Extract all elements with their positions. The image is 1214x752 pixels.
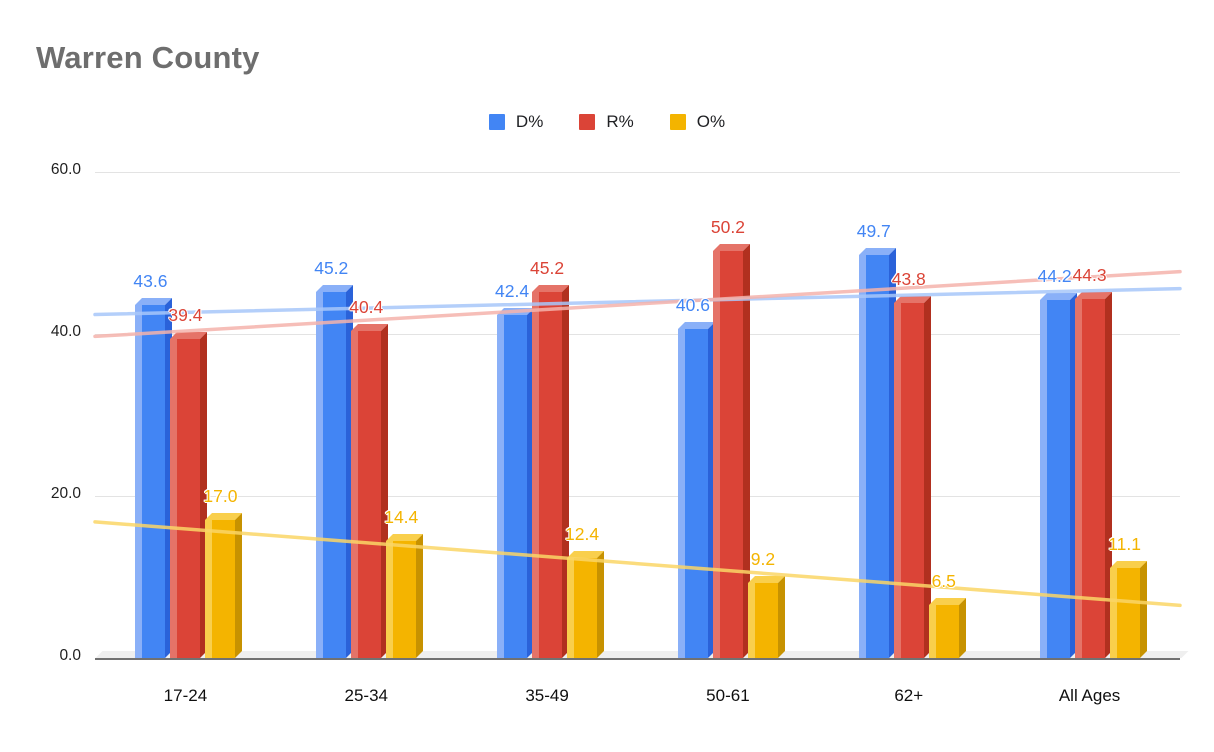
plot-area: 0.0 20.0 40.0 60.0 43.6 39.4 17.0 45.2 40.4 14.4…	[51, 161, 1189, 705]
bar-value-label-r: 40.4	[349, 296, 384, 317]
bar-value-label-o: 14.4	[384, 507, 419, 528]
y-axis-tick-label: 20.0	[50, 485, 81, 502]
bar-value-label-r: 44.3	[1072, 265, 1107, 286]
bar-value-label-o: 9.2	[750, 549, 776, 570]
bar-value-label-r: 50.2	[710, 217, 745, 238]
bar-value-label-d: 49.7	[856, 221, 891, 242]
legend-item-r: R%	[579, 112, 634, 132]
chart-title: Warren County	[36, 40, 260, 75]
legend-swatch-d	[488, 114, 505, 130]
legend-label-d: D%	[515, 112, 544, 131]
x-axis-line	[95, 658, 1180, 660]
legend-item-o: O%	[669, 112, 726, 132]
legend-swatch-r	[579, 114, 596, 130]
bar-value-label-d: 43.6	[133, 270, 168, 291]
x-axis-category-label: 50-61	[706, 686, 750, 705]
bar-value-label-d: 45.2	[314, 257, 349, 278]
legend-swatch-o	[669, 114, 686, 130]
legend: D% R% O%	[0, 112, 1214, 132]
y-axis-tick-label: 40.0	[50, 323, 81, 340]
x-axis-layer: 17-24 25-34 35-49 50-61 62+ All Ages	[95, 172, 1180, 705]
bar-value-label-r: 39.4	[168, 304, 203, 325]
legend-label-o: O%	[696, 112, 726, 131]
bar-value-label-d: 40.6	[675, 295, 710, 316]
bar-value-label-r: 43.8	[891, 269, 926, 290]
legend-label-r: R%	[606, 112, 634, 131]
x-axis-category-label: 25-34	[344, 686, 388, 705]
bar-value-label-d: 44.2	[1037, 265, 1072, 286]
x-axis-category-label: 62+	[894, 686, 924, 705]
bar-value-label-o: 12.4	[565, 523, 600, 544]
bar-value-label-d: 42.4	[495, 280, 530, 301]
legend-item-d: D%	[488, 112, 544, 132]
bar-value-label-o: 11.1	[1108, 534, 1141, 555]
bar-value-label-r: 45.2	[530, 257, 565, 278]
y-axis-tick-label: 0.0	[59, 647, 81, 664]
gridline	[95, 172, 1180, 173]
value-label-layer: 43.6 39.4 17.0 45.2 40.4 14.4 42.4 45.2 12.4 40.6…	[95, 172, 1180, 658]
x-axis-category-label: All Ages	[1058, 686, 1121, 705]
x-axis-category-label: 17-24	[163, 686, 208, 705]
bar-value-label-o: 6.5	[931, 571, 956, 592]
x-axis-category-label: 35-49	[525, 686, 569, 705]
bar-o	[928, 598, 966, 658]
bar-value-label-o: 17.0	[203, 486, 238, 507]
gridline	[95, 496, 1180, 497]
y-axis-tick-label: 60.0	[50, 161, 81, 178]
